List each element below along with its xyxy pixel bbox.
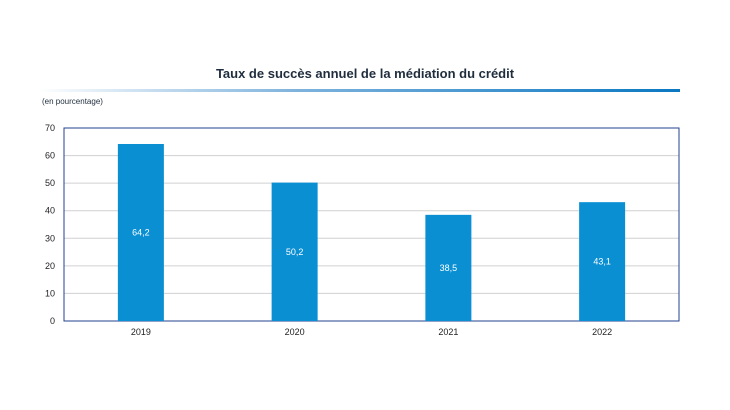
y-tick-label: 20 bbox=[45, 261, 55, 271]
y-tick-label: 10 bbox=[45, 288, 55, 298]
data-label: 64,2 bbox=[132, 227, 150, 237]
y-tick-label: 70 bbox=[45, 123, 55, 133]
x-tick-label: 2019 bbox=[131, 327, 151, 337]
title-underline bbox=[38, 89, 680, 92]
y-tick-label: 40 bbox=[45, 206, 55, 216]
y-tick-label: 50 bbox=[45, 178, 55, 188]
y-tick-label: 0 bbox=[50, 316, 55, 326]
chart-title: Taux de succès annuel de la médiation du… bbox=[215, 66, 515, 81]
bar bbox=[271, 182, 318, 321]
x-tick-label: 2021 bbox=[438, 327, 458, 337]
data-label: 50,2 bbox=[286, 247, 304, 257]
y-tick-label: 30 bbox=[45, 233, 55, 243]
x-tick-label: 2020 bbox=[285, 327, 305, 337]
bar bbox=[117, 143, 164, 321]
plot-frame bbox=[63, 127, 680, 322]
data-label: 38,5 bbox=[440, 263, 458, 273]
bar bbox=[425, 214, 472, 321]
data-label: 43,1 bbox=[593, 257, 611, 267]
y-tick-label: 60 bbox=[45, 151, 55, 161]
bar bbox=[579, 202, 626, 321]
x-tick-label: 2022 bbox=[592, 327, 612, 337]
y-unit-label: (en pourcentage) bbox=[42, 97, 103, 106]
